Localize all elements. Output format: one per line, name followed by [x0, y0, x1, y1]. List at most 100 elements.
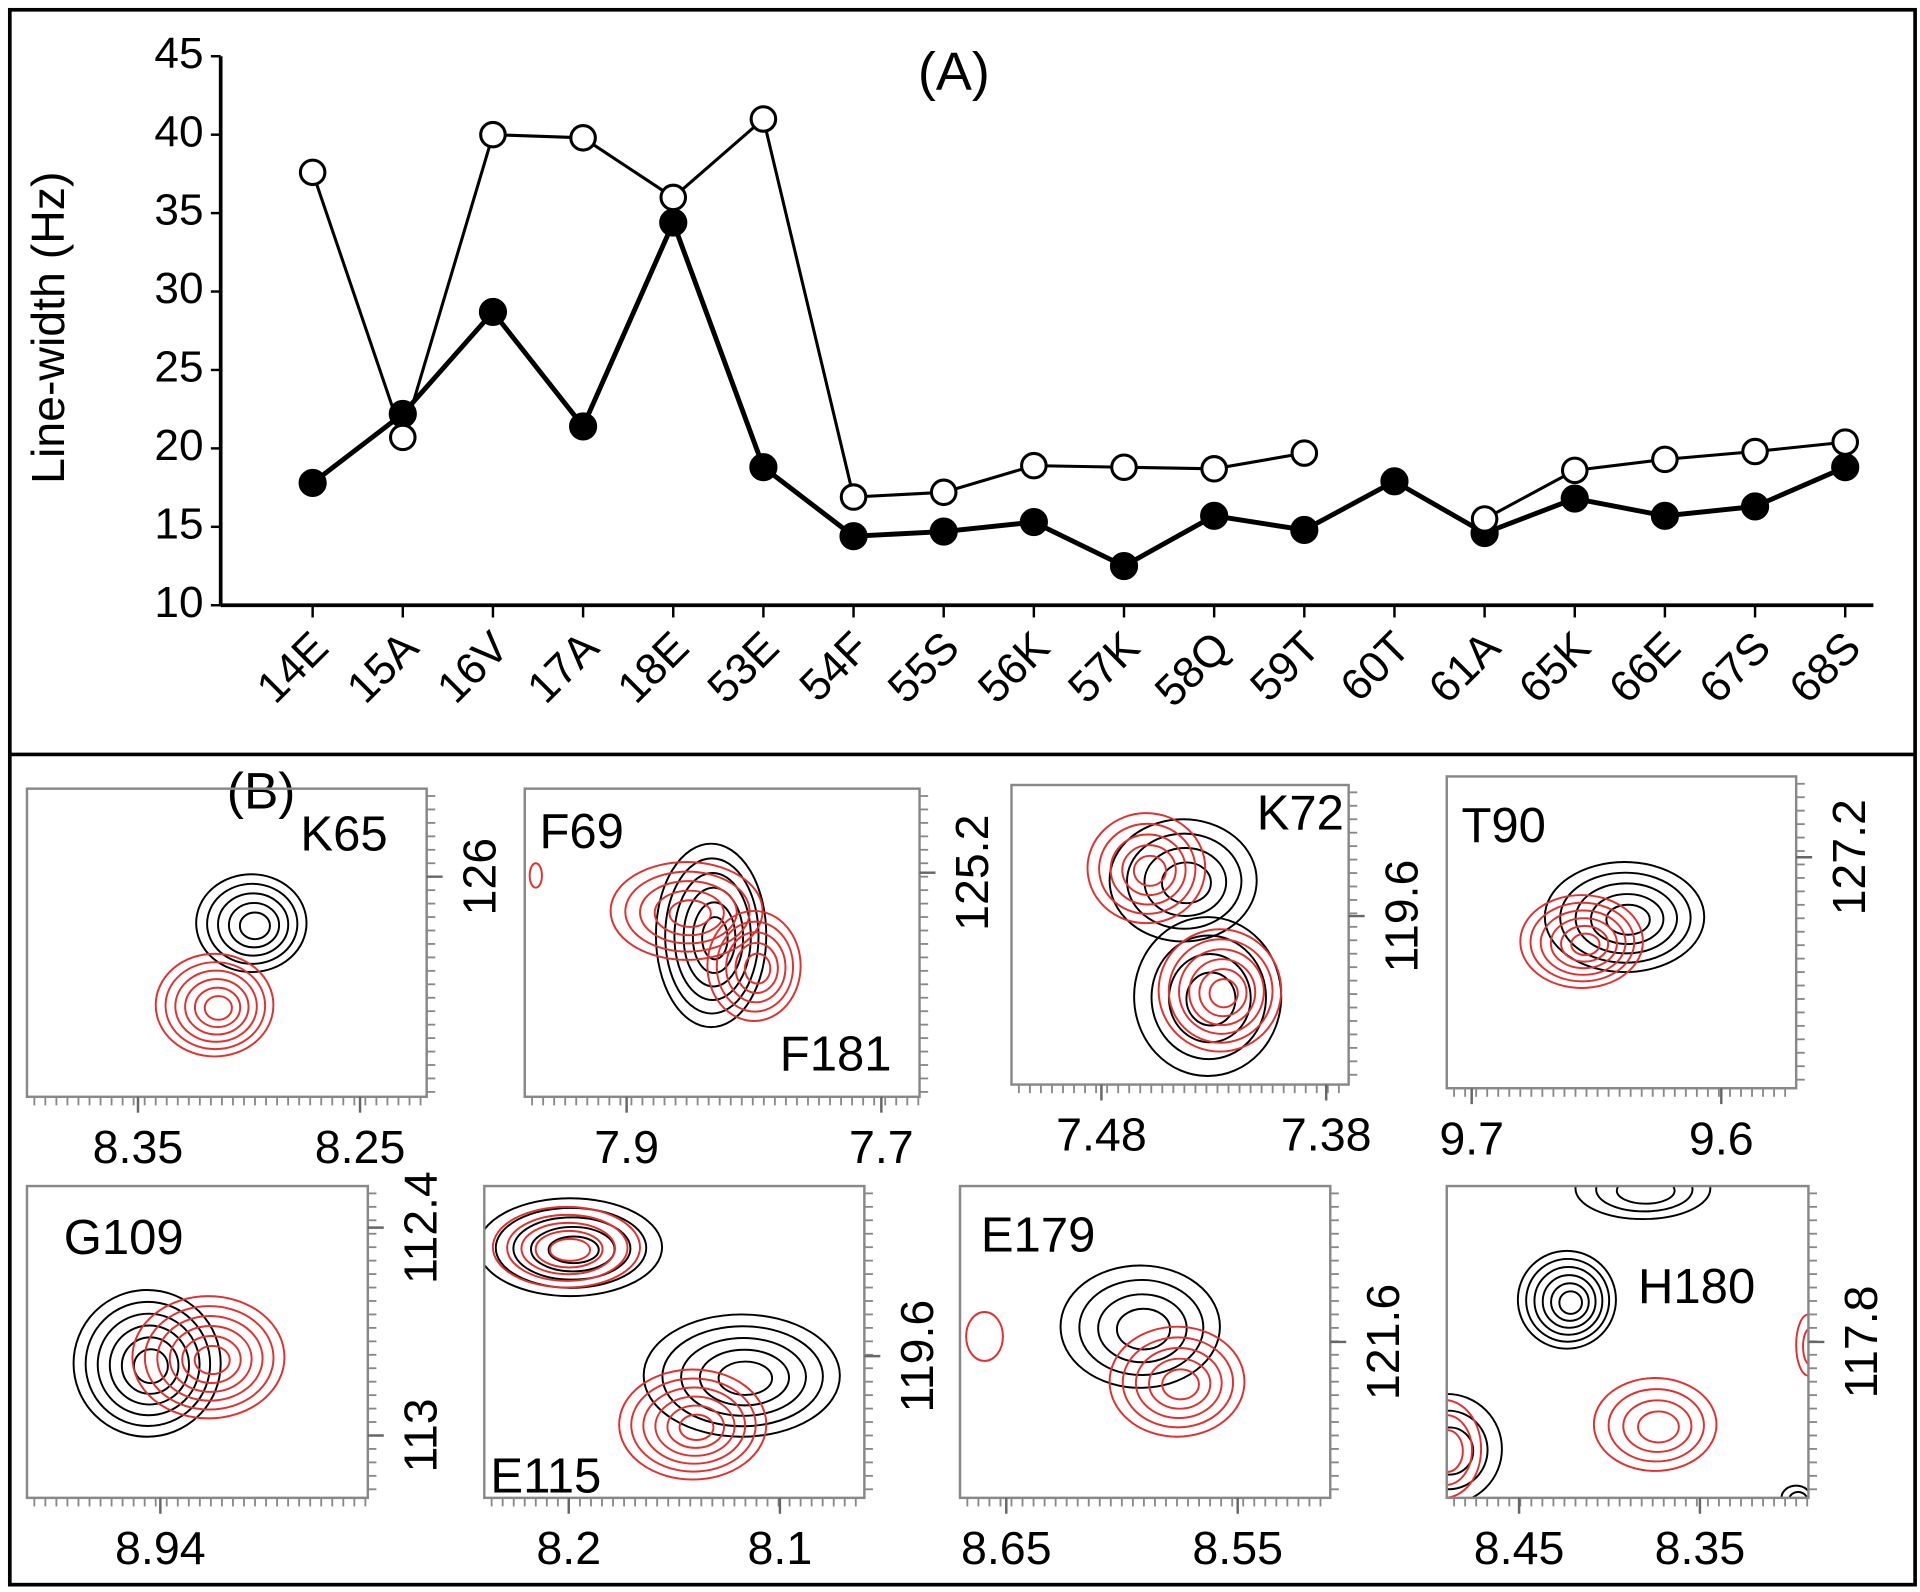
- x-tick-label: 8.35: [1655, 1522, 1746, 1574]
- contour: [193, 986, 242, 1029]
- x-tick-label: 18E: [608, 623, 698, 713]
- contour: [1134, 1347, 1223, 1420]
- spectrum: [1519, 861, 1706, 989]
- contour: [217, 892, 290, 957]
- open-marker: [479, 120, 507, 149]
- contour: [1132, 854, 1167, 887]
- spectrum: [1446, 1186, 1809, 1498]
- x-tick-label: 8.94: [115, 1522, 206, 1574]
- contour: [1150, 934, 1267, 1061]
- contour: [1570, 932, 1601, 957]
- contour: [630, 1377, 757, 1473]
- contour: [678, 1413, 715, 1441]
- contour: [238, 911, 271, 941]
- y-axis-label: Line-width (Hz): [22, 172, 74, 484]
- x-tick-label: 58Q: [1146, 623, 1240, 716]
- contour: [1615, 1186, 1676, 1205]
- contour: [1157, 928, 1283, 1053]
- open-marker: [298, 158, 327, 187]
- filled-marker: [659, 208, 688, 237]
- contour: [1549, 917, 1618, 970]
- spectrum: [484, 1197, 841, 1481]
- filled-marker: [1380, 467, 1409, 496]
- contour: [206, 882, 299, 965]
- contour: [174, 969, 258, 1043]
- contour: [734, 941, 779, 994]
- contour: [1098, 822, 1197, 915]
- contour: [1198, 968, 1248, 1018]
- open-marker: [929, 478, 958, 507]
- contour: [1637, 1410, 1680, 1444]
- filled-marker: [1740, 492, 1770, 521]
- contour: [1115, 1307, 1172, 1351]
- filled-marker: [1560, 484, 1589, 513]
- open-marker: [1110, 453, 1138, 481]
- y-tick-label: 117.8: [1835, 1286, 1887, 1399]
- x-tick-label: 8.55: [1192, 1522, 1283, 1574]
- x-tick-label: 53E: [698, 623, 788, 713]
- x-tick-label: 9.7: [1439, 1112, 1504, 1164]
- contour: [156, 1315, 264, 1402]
- contour: [642, 1386, 747, 1465]
- filled-marker: [298, 468, 327, 497]
- contour: [1541, 1274, 1597, 1329]
- filled-marker: [568, 412, 598, 441]
- contour: [131, 1295, 286, 1420]
- contour: [1539, 909, 1627, 976]
- contour: [1802, 1327, 1809, 1366]
- open-marker: [569, 124, 597, 152]
- contour: [193, 1344, 231, 1376]
- contour: [609, 861, 764, 961]
- x-tick-label: 8.35: [93, 1121, 184, 1173]
- contour: [84, 1300, 212, 1427]
- contour: [1160, 861, 1212, 905]
- x-tick-label: 60T: [1331, 623, 1419, 711]
- open-marker: [1831, 428, 1860, 456]
- contour: [1595, 1186, 1694, 1213]
- contour: [1078, 1278, 1205, 1377]
- spectrum-frame: [25, 787, 428, 1099]
- filled-marker: [1650, 501, 1680, 530]
- contour: [682, 886, 745, 988]
- x-tick-label: 59T: [1241, 623, 1329, 711]
- residue-label: K65: [300, 808, 387, 862]
- y-tick-label: 127.2: [1823, 799, 1875, 915]
- filled-marker: [1200, 501, 1229, 530]
- open-marker: [389, 423, 417, 452]
- contour: [715, 920, 795, 1013]
- x-tick-label: 57K: [1059, 623, 1149, 713]
- contour: [1795, 1313, 1809, 1377]
- contour: [1607, 1388, 1705, 1463]
- contour: [668, 899, 712, 928]
- spectrum: [72, 1289, 286, 1438]
- spectrum: [965, 1264, 1246, 1438]
- y-tick-label: 40: [154, 107, 203, 156]
- x-tick-label: 8.45: [1474, 1522, 1565, 1574]
- contour: [168, 1325, 253, 1393]
- contour: [698, 1348, 791, 1407]
- spectrum: [154, 873, 308, 1058]
- contour: [1161, 1368, 1200, 1401]
- x-tick-label: 7.38: [1281, 1109, 1372, 1161]
- contour: [664, 857, 760, 1015]
- open-marker: [749, 105, 778, 133]
- contour: [227, 901, 281, 949]
- x-tick-label: 8.65: [961, 1522, 1052, 1574]
- x-tick-label: 8.1: [748, 1522, 813, 1574]
- x-tick-label: 61A: [1420, 622, 1511, 712]
- contour: [1097, 1293, 1188, 1364]
- contour: [181, 1335, 242, 1384]
- x-tick-label: 8.25: [315, 1121, 406, 1173]
- contour: [512, 1216, 632, 1281]
- contour: [184, 978, 250, 1036]
- filled-marker: [1290, 515, 1319, 545]
- residue-label: G109: [64, 1211, 184, 1265]
- contour: [154, 952, 275, 1058]
- y-tick-label: 119.6: [1375, 860, 1427, 973]
- contour: [1780, 1484, 1809, 1498]
- open-marker: [1290, 439, 1319, 467]
- contour: [1188, 958, 1257, 1027]
- contour: [143, 1305, 275, 1411]
- contour: [743, 952, 772, 985]
